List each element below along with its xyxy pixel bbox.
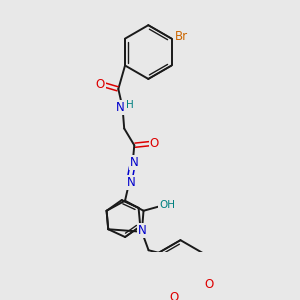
Text: N: N xyxy=(138,224,147,237)
Text: N: N xyxy=(130,156,139,170)
Text: Br: Br xyxy=(175,30,188,43)
Text: O: O xyxy=(169,291,178,300)
Text: N: N xyxy=(116,101,124,114)
Text: O: O xyxy=(95,78,104,91)
Text: H: H xyxy=(126,100,134,110)
Text: O: O xyxy=(150,137,159,150)
Text: O: O xyxy=(204,278,214,291)
Text: OH: OH xyxy=(159,200,175,210)
Text: N: N xyxy=(127,176,135,189)
